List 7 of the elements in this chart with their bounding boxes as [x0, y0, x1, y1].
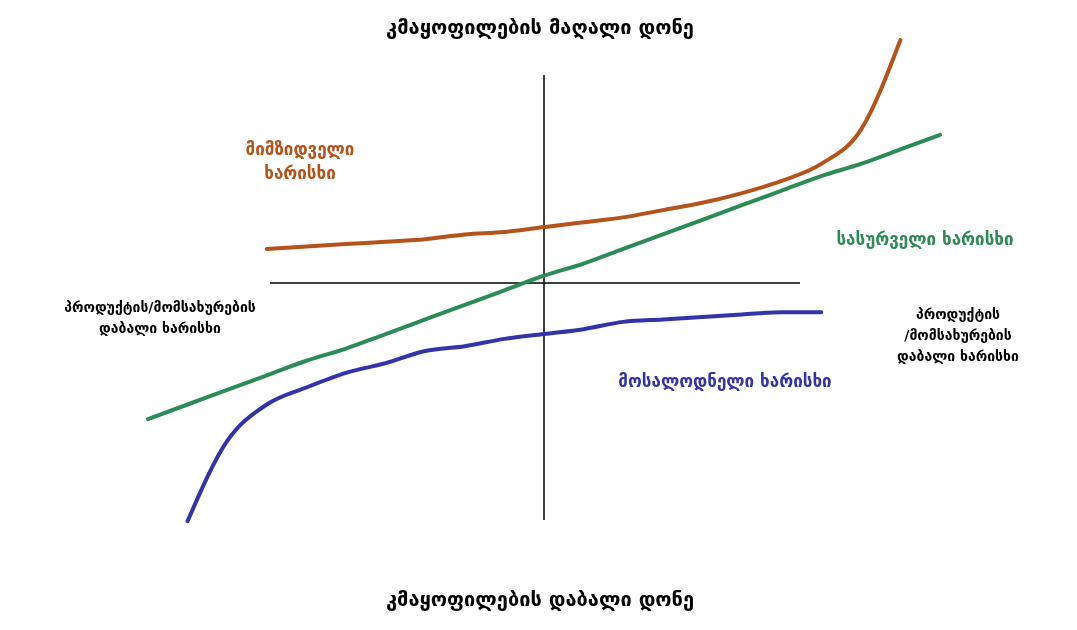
text: სასურველი ხარისხი [836, 229, 1014, 249]
text: მიმზიდველი ხარისხი [245, 139, 355, 183]
annotation: პროდუქტის/მომსახურების დაბალი ხარისხი [64, 299, 256, 336]
text: მოსალოდნელი ხარისხი [618, 371, 832, 391]
text: კმაყოფილების დაბალი დონე [385, 587, 695, 611]
chart-title: კმაყოფილების მაღალი დონე [386, 15, 694, 39]
annotation: პროდუქტის /მომსახურების დაბალი ხარისხი [897, 306, 1020, 364]
